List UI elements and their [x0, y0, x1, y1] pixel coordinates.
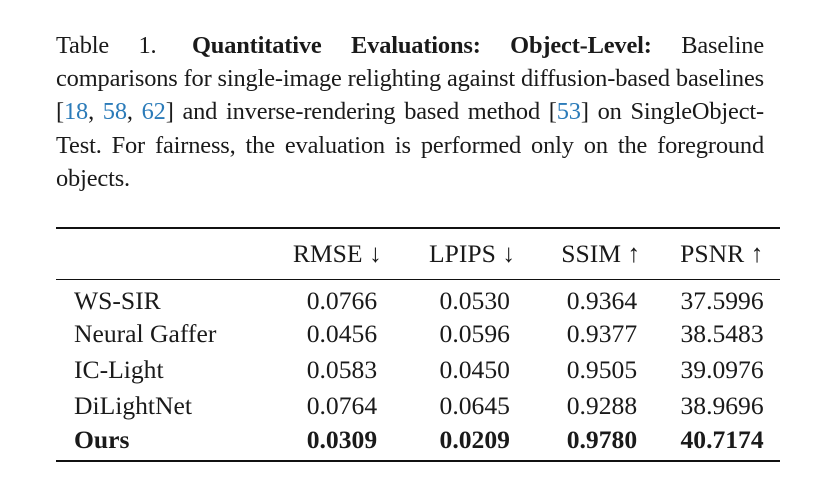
ssim-value: 0.9780	[566, 425, 638, 455]
ssim-value: 0.9364	[566, 286, 638, 316]
lpips-value: 0.0209	[439, 425, 510, 455]
header-ssim: SSIM ↑	[561, 239, 641, 268]
psnr-value: 38.9696	[680, 391, 764, 421]
rmse-value: 0.0766	[306, 286, 378, 316]
header-row: RMSE ↓ LPIPS ↓ SSIM ↑ PSNR ↑	[56, 229, 780, 279]
header-rmse: RMSE ↓	[292, 239, 382, 268]
method-name: WS-SIR	[74, 286, 161, 316]
lpips-value: 0.0645	[439, 391, 510, 421]
method-name: Ours	[74, 425, 130, 455]
table-row: Neural Gaffer 0.0456 0.0596 0.9377 38.54…	[56, 316, 780, 352]
rmse-value: 0.0764	[306, 391, 378, 421]
caption-text-1: Baseline comparisons for single-image re…	[56, 32, 765, 126]
header-method	[56, 229, 269, 279]
mid-rule	[56, 279, 780, 281]
metrics-table-body: WS-SIR 0.0766 0.0530 0.9364 37.5996 Neur…	[56, 280, 780, 460]
ssim-value: 0.9377	[566, 319, 638, 349]
header-lpips: LPIPS ↓	[428, 239, 516, 268]
citation-link-18[interactable]: 18	[63, 98, 89, 126]
rmse-value: 0.0456	[306, 319, 378, 349]
psnr-value: 38.5483	[680, 319, 764, 349]
caption-text-2: ] and inverse-rendering based method [	[165, 98, 557, 126]
table-row-ours: Ours 0.0309 0.0209 0.9780 40.7174	[56, 424, 780, 460]
caption-title: Quantitative Evaluations: Object-Level:	[191, 32, 652, 59]
ssim-value: 0.9288	[566, 391, 638, 421]
psnr-value: 40.7174	[680, 425, 764, 455]
lpips-value: 0.0450	[439, 355, 510, 385]
lpips-value: 0.0530	[439, 286, 510, 316]
ssim-value: 0.9505	[566, 355, 638, 385]
results-table: RMSE ↓ LPIPS ↓ SSIM ↑ PSNR ↑ WS-SIR 0.07…	[56, 227, 780, 463]
caption-text-3: ] on SingleObject-Test. For fairness, th…	[56, 98, 764, 192]
citation-link-53[interactable]: 53	[556, 98, 581, 126]
rmse-value: 0.0583	[306, 355, 378, 385]
table-row: WS-SIR 0.0766 0.0530 0.9364 37.5996	[56, 280, 780, 316]
psnr-value: 39.0976	[680, 355, 764, 385]
table-caption: Table 1. Quantitative Evaluations: Objec…	[56, 32, 765, 192]
caption-label: Table 1.	[56, 32, 157, 59]
rmse-value: 0.0309	[306, 425, 378, 455]
citation-link-62[interactable]: 62	[141, 98, 166, 126]
header-psnr: PSNR ↑	[680, 239, 764, 268]
citation-link-58[interactable]: 58	[102, 98, 127, 126]
top-rule	[56, 227, 780, 229]
bottom-rule	[56, 460, 780, 463]
lpips-value: 0.0596	[439, 319, 510, 349]
method-name: DiLightNet	[74, 391, 192, 421]
method-name: IC-Light	[74, 355, 164, 385]
psnr-value: 37.5996	[680, 286, 764, 316]
metrics-table: RMSE ↓ LPIPS ↓ SSIM ↑ PSNR ↑	[56, 229, 780, 279]
table-row: DiLightNet 0.0764 0.0645 0.9288 38.9696	[56, 388, 780, 424]
method-name: Neural Gaffer	[74, 319, 217, 349]
table-row: IC-Light 0.0583 0.0450 0.9505 39.0976	[56, 352, 780, 388]
